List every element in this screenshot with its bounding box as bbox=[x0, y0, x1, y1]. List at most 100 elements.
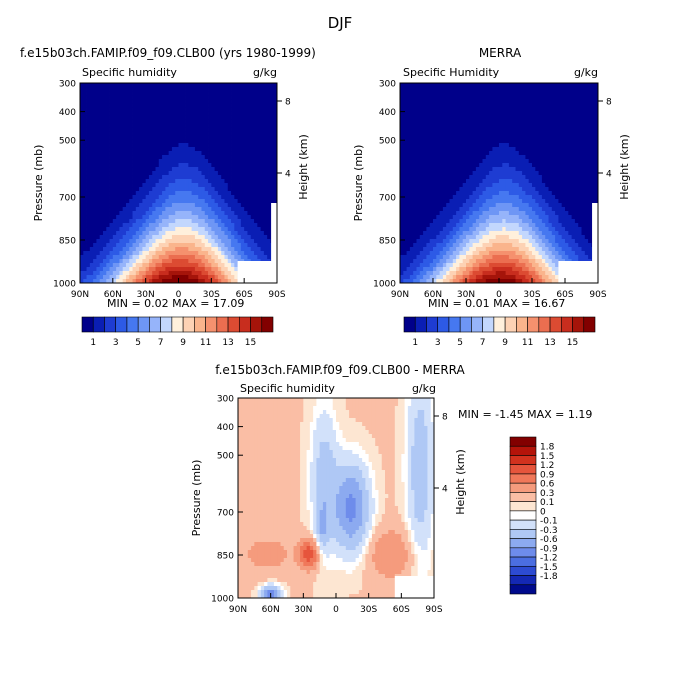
panel-model-plot-cell bbox=[231, 183, 235, 188]
panel-merra-plot-cell bbox=[495, 95, 500, 100]
panel-model-plot-cell bbox=[139, 127, 143, 132]
panel-model-plot-cell bbox=[178, 151, 183, 156]
panel-model-plot-cell bbox=[122, 99, 127, 104]
panel-merra-plot-cell bbox=[508, 107, 513, 112]
panel-model-plot-cell bbox=[188, 119, 193, 124]
panel-merra-plot-cell bbox=[578, 83, 582, 88]
panel-model-plot-cell bbox=[142, 251, 147, 256]
panel-model-plot-cell bbox=[224, 131, 229, 136]
panel-model-plot-cell bbox=[116, 183, 120, 188]
panel-model-plot-cell bbox=[231, 219, 235, 224]
panel-merra-plot-cell bbox=[518, 207, 523, 212]
panel-model-plot-cell bbox=[112, 263, 117, 268]
panel-merra-plot-cell bbox=[489, 211, 493, 216]
panel-merra-plot-cell bbox=[495, 183, 500, 188]
panel-model-plot-cell bbox=[208, 127, 212, 132]
panel-model-plot-cell bbox=[181, 223, 186, 228]
panel-model-plot-cell bbox=[227, 123, 232, 128]
panel-model-plot-cell bbox=[145, 87, 150, 92]
panel-model-plot-cell bbox=[208, 83, 212, 88]
panel-model-plot-cell bbox=[135, 179, 140, 184]
panel-model-plot-cell bbox=[178, 175, 183, 180]
panel-model-plot-cell bbox=[260, 135, 265, 140]
panel-merra-plot-cell bbox=[555, 123, 559, 128]
panel-model-plot-cell bbox=[106, 179, 110, 184]
panel-model-plot-cell bbox=[191, 95, 196, 100]
panel-model-plot-cell bbox=[112, 151, 117, 156]
panel-model-plot-cell bbox=[86, 147, 91, 152]
panel-model-plot-cell bbox=[93, 175, 97, 180]
panel-merra-plot-cell bbox=[505, 159, 510, 164]
panel-model-plot-cell bbox=[273, 115, 278, 120]
panel-model-plot-cell bbox=[194, 135, 199, 140]
panel-merra-plot-cell bbox=[508, 135, 513, 140]
panel-model-plot-cell bbox=[93, 223, 97, 228]
panel-model-plot-cell bbox=[198, 199, 202, 204]
panel-model-plot-cell bbox=[129, 215, 133, 220]
panel-model-plot-cell bbox=[227, 167, 232, 172]
panel-merra-plot-cell bbox=[423, 183, 427, 188]
panel-merra-plot-cell bbox=[433, 147, 437, 152]
panel-model-plot-cell bbox=[125, 199, 130, 204]
panel-model-plot-cell bbox=[227, 159, 232, 164]
panel-model-plot-cell bbox=[139, 83, 143, 88]
panel-model-plot-cell bbox=[129, 155, 133, 160]
panel-merra-plot-cell bbox=[535, 155, 539, 160]
panel-merra-plot-cell bbox=[525, 175, 530, 180]
panel-model-plot-cell bbox=[194, 275, 199, 280]
panel-merra-plot-cell bbox=[475, 175, 480, 180]
panel-merra-plot-cell bbox=[469, 163, 473, 168]
panel-merra-plot-cell bbox=[502, 155, 506, 160]
panel-model-plot-cell bbox=[93, 203, 97, 208]
panel-merra-plot-cell bbox=[515, 131, 520, 136]
panel-merra-plot-cell bbox=[555, 119, 559, 124]
panel-model-plot-cell bbox=[188, 183, 193, 188]
panel-model-plot-cell bbox=[165, 183, 170, 188]
panel-merra-plot-cell bbox=[456, 179, 460, 184]
panel-model-plot-cell bbox=[119, 83, 124, 88]
panel-merra-plot-cell bbox=[475, 203, 480, 208]
panel-merra-plot-cell bbox=[492, 103, 497, 108]
panel-model-plot-cell bbox=[93, 199, 97, 204]
panel-merra-plot-cell bbox=[475, 183, 480, 188]
panel-merra-plot-cell bbox=[518, 203, 523, 208]
panel-merra-plot-cell bbox=[485, 87, 490, 92]
panel-merra-plot-cell bbox=[522, 95, 526, 100]
panel-model-plot-cell bbox=[227, 107, 232, 112]
panel-merra-plot-cell bbox=[568, 91, 572, 96]
panel-merra-plot-cell bbox=[446, 107, 450, 112]
panel-merra-plot-cell bbox=[555, 143, 559, 148]
panel-merra-plot-cell bbox=[419, 167, 424, 172]
panel-model-plot-cell bbox=[155, 115, 160, 120]
panel-model-plot-cell bbox=[214, 103, 219, 108]
panel-merra-plot-cell bbox=[581, 191, 586, 196]
panel-merra-plot-cell bbox=[588, 135, 592, 140]
panel-model-plot-cell bbox=[122, 167, 127, 172]
panel-model-plot-cell bbox=[247, 187, 252, 192]
panel-merra-plot-cell bbox=[446, 123, 450, 128]
panel-merra-plot-cell bbox=[591, 147, 596, 152]
panel-merra-plot-cell bbox=[495, 171, 500, 176]
panel-merra-plot-cell bbox=[558, 159, 563, 164]
panel-merra-plot-cell bbox=[574, 139, 579, 144]
panel-model-plot-cell bbox=[181, 111, 186, 116]
panel-model-plot-cell bbox=[139, 271, 143, 276]
panel-model-plot-cell bbox=[145, 131, 150, 136]
panel-model-plot-cell bbox=[185, 235, 189, 240]
panel-model-plot-cell bbox=[178, 131, 183, 136]
panel-model-plot-cell bbox=[116, 115, 120, 120]
panel-merra-plot-cell bbox=[495, 191, 500, 196]
panel-model-plot-cell bbox=[263, 223, 268, 228]
panel-merra-plot-cell bbox=[456, 119, 460, 124]
panel-model-plot-cell bbox=[217, 171, 222, 176]
panel-merra-plot-cell bbox=[472, 103, 477, 108]
panel-merra-plot-cell bbox=[545, 119, 549, 124]
panel-merra-plot-cell bbox=[574, 135, 579, 140]
panel-model-plot-cell bbox=[109, 235, 114, 240]
panel-merra-plot-cell bbox=[469, 115, 473, 120]
panel-merra-plot-cell bbox=[588, 87, 592, 92]
panel-model-plot-cell bbox=[80, 251, 84, 256]
panel-model-plot-cell bbox=[181, 191, 186, 196]
panel-model-plot-cell bbox=[148, 95, 153, 100]
panel-merra-plot-cell bbox=[584, 95, 589, 100]
